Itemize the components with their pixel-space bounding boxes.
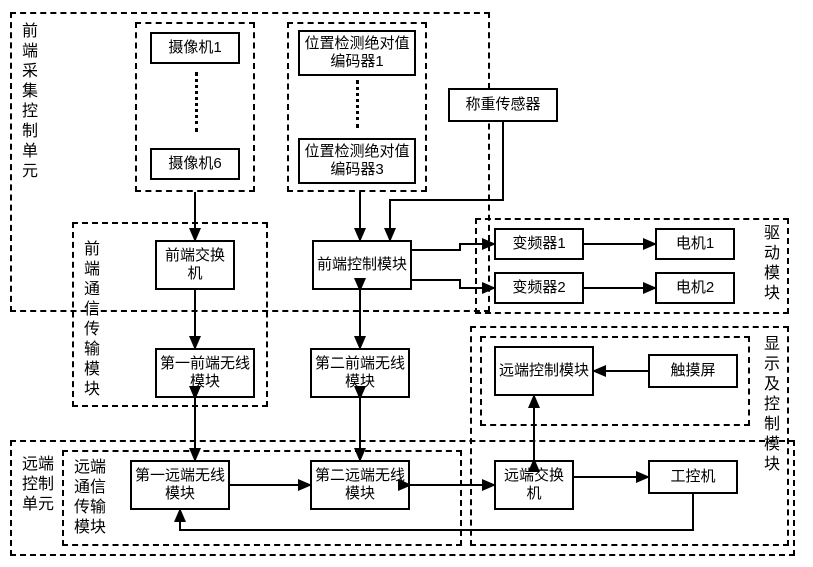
node-rw1-text: 第一远端无线模块 — [134, 467, 226, 503]
node-inv2: 变频器2 — [494, 272, 584, 304]
node-m1: 电机1 — [655, 228, 735, 260]
node-inv1: 变频器1 — [494, 228, 584, 260]
node-ipc-text: 工控机 — [670, 468, 715, 486]
node-rw2-text: 第二远端无线模块 — [314, 467, 406, 503]
node-m2: 电机2 — [655, 272, 735, 304]
node-enc3-text: 位置检测绝对值编码器3 — [302, 143, 412, 179]
node-front-switch: 前端交换机 — [155, 240, 235, 290]
node-enc3: 位置检测绝对值编码器3 — [298, 138, 416, 184]
node-touch: 触摸屏 — [648, 354, 738, 388]
node-fw2: 第二前端无线模块 — [310, 348, 410, 398]
node-weight-text: 称重传感器 — [465, 96, 540, 114]
node-front-switch-text: 前端交换机 — [159, 247, 231, 283]
label-remote-comm: 远端通信传输模块 — [70, 458, 110, 538]
node-front-ctrl-text: 前端控制模块 — [317, 256, 407, 274]
label-remote-comm-text: 远端通信传输模块 — [74, 459, 106, 536]
node-m2-text: 电机2 — [676, 279, 714, 297]
node-rw1: 第一远端无线模块 — [130, 460, 230, 510]
diagram-canvas: 前端采集控制单元 前端通信传输模块 驱动模块 显示及控制模块 远端控制单元 远端… — [0, 0, 813, 567]
dots-encoders — [356, 80, 359, 128]
node-rw2: 第二远端无线模块 — [310, 460, 410, 510]
node-enc1-text: 位置检测绝对值编码器1 — [302, 35, 412, 71]
node-fw1: 第一前端无线模块 — [155, 348, 255, 398]
node-cam1-text: 摄像机1 — [168, 39, 221, 57]
node-inv2-text: 变频器2 — [512, 279, 565, 297]
node-weight: 称重传感器 — [448, 88, 558, 122]
label-drive-text: 驱动模块 — [764, 225, 780, 302]
node-cam6: 摄像机6 — [150, 148, 240, 180]
label-remote-ctrl: 远端控制单元 — [18, 455, 58, 515]
node-m1-text: 电机1 — [676, 235, 714, 253]
label-drive: 驱动模块 — [762, 224, 782, 304]
node-cam6-text: 摄像机6 — [168, 155, 221, 173]
node-rctrl: 远端控制模块 — [494, 346, 594, 396]
node-enc1: 位置检测绝对值编码器1 — [298, 30, 416, 76]
node-front-ctrl: 前端控制模块 — [312, 240, 412, 290]
label-front-comm-text: 前端通信传输模块 — [84, 241, 100, 398]
node-rctrl-text: 远端控制模块 — [499, 362, 589, 380]
label-front-acq: 前端采集控制单元 — [20, 22, 40, 182]
node-ipc: 工控机 — [648, 460, 738, 494]
node-touch-text: 触摸屏 — [670, 362, 715, 380]
node-inv1-text: 变频器1 — [512, 235, 565, 253]
label-front-comm: 前端通信传输模块 — [82, 240, 102, 400]
node-fw1-text: 第一前端无线模块 — [159, 355, 251, 391]
label-remote-ctrl-text: 远端控制单元 — [22, 456, 54, 513]
node-rswitch-text: 远端交换机 — [498, 467, 570, 503]
node-fw2-text: 第二前端无线模块 — [314, 355, 406, 391]
node-cam1: 摄像机1 — [150, 32, 240, 64]
node-rswitch: 远端交换机 — [494, 460, 574, 510]
label-front-acq-text: 前端采集控制单元 — [22, 23, 38, 180]
dots-cameras — [195, 72, 198, 132]
